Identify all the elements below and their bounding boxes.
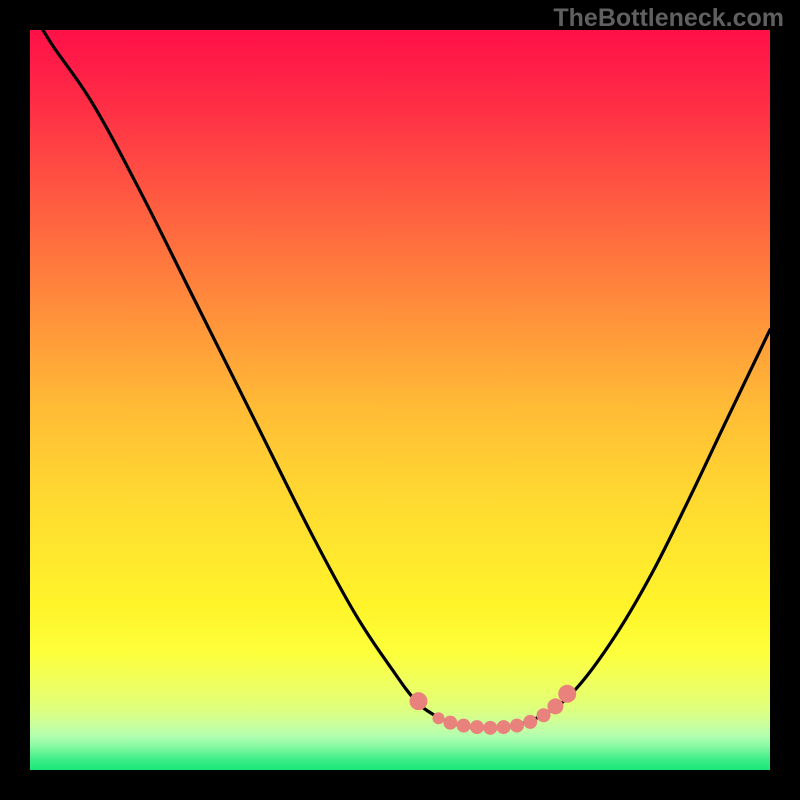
- curve-marker: [558, 685, 576, 703]
- bottleneck-curve-chart: [0, 0, 800, 800]
- curve-marker: [510, 719, 524, 733]
- curve-marker: [432, 712, 444, 724]
- curve-marker: [537, 708, 551, 722]
- watermark-text: TheBottleneck.com: [553, 4, 784, 33]
- curve-marker: [523, 715, 537, 729]
- curve-marker: [497, 720, 511, 734]
- curve-marker: [470, 720, 484, 734]
- curve-marker: [443, 716, 457, 730]
- curve-marker: [410, 692, 428, 710]
- curve-marker: [483, 721, 497, 735]
- curve-marker: [547, 698, 563, 714]
- curve-marker: [457, 719, 471, 733]
- gradient-background: [30, 30, 770, 770]
- chart-stage: TheBottleneck.com: [0, 0, 800, 800]
